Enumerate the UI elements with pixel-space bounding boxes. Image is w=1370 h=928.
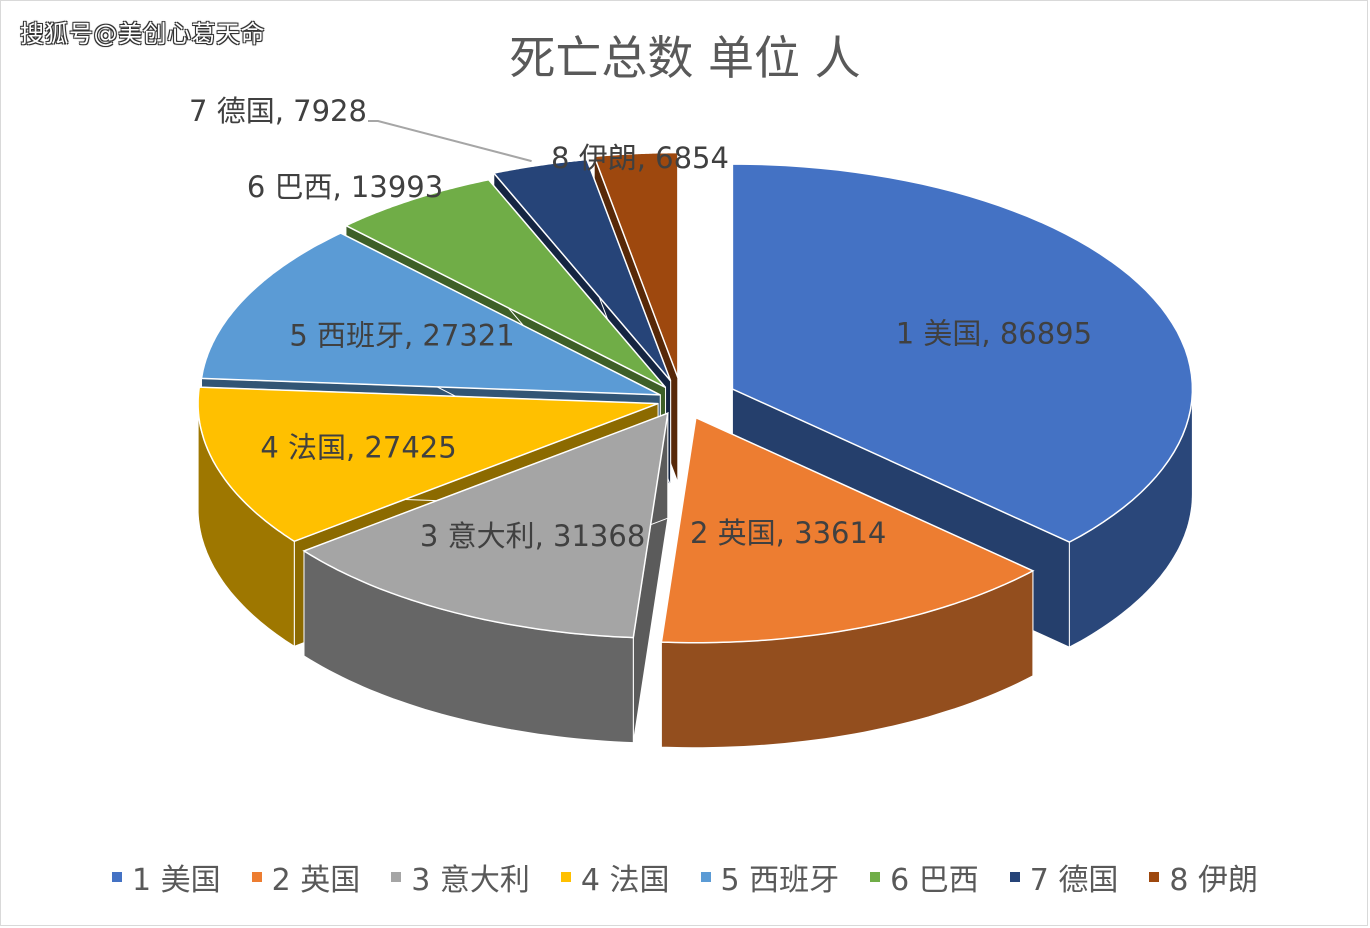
- pie-slice-top: [302, 412, 669, 639]
- legend-label: 6 巴西: [890, 863, 979, 898]
- legend-swatch: [251, 872, 262, 882]
- legend-item: 8 伊朗: [1149, 855, 1258, 899]
- legend-item: 3 意大利: [391, 855, 530, 899]
- pie-slice-top: [593, 151, 679, 378]
- legend-swatch: [112, 872, 122, 882]
- leader-line: [368, 120, 532, 163]
- data-label: 5 西班牙, 27321: [289, 319, 514, 353]
- data-label: 8 伊朗, 6854: [551, 141, 729, 175]
- legend-swatch: [870, 872, 881, 882]
- legend-item: 2 英国: [251, 855, 361, 899]
- pie-slice-top: [200, 232, 661, 396]
- legend-swatch: [391, 872, 402, 882]
- data-label: 4 法国, 27425: [260, 431, 456, 465]
- data-label: 7 德国, 7928: [189, 94, 367, 128]
- chart-title: 死亡总数 单位 人: [509, 31, 860, 85]
- watermark: 搜狐号@美创心葛天命: [20, 20, 265, 48]
- legend-label: 2 英国: [271, 863, 361, 898]
- data-label: 3 意大利, 31368: [420, 519, 645, 553]
- legend-item: 5 西班牙: [700, 855, 840, 899]
- data-label: 2 英国, 33614: [690, 516, 886, 550]
- legend-item: 7 德国: [1009, 855, 1119, 899]
- legend-label: 4 法国: [580, 863, 670, 898]
- legend-swatch: [700, 872, 711, 882]
- pie-slice-top: [197, 386, 659, 543]
- legend-item: 4 法国: [560, 855, 670, 899]
- pie-slice-top: [731, 163, 1194, 543]
- legend-label: 7 德国: [1029, 863, 1119, 898]
- pie-slice: [660, 416, 1035, 749]
- legend-label: 5 西班牙: [720, 863, 840, 898]
- pie-slice-top: [660, 416, 1035, 644]
- chart-legend: 1 美国 2 英国 3 意大利 4 法国 5 西班牙 6 巴西 7 德国 8 伊朗: [0, 855, 1370, 899]
- legend-swatch: [560, 872, 571, 882]
- pie-slice-top: [344, 178, 667, 389]
- legend-item: 6 巴西: [870, 855, 979, 899]
- legend-label: 3 意大利: [411, 863, 530, 898]
- data-label: 1 美国, 86895: [896, 316, 1092, 350]
- legend-swatch: [1009, 872, 1020, 882]
- pie-slice-top: [492, 158, 672, 382]
- legend-swatch: [1149, 872, 1160, 882]
- legend-label: 8 伊朗: [1169, 863, 1258, 898]
- pie-slice: [302, 412, 669, 744]
- legend-label: 1 美国: [132, 863, 221, 898]
- data-label: 6 巴西, 13993: [247, 170, 443, 204]
- legend-item: 1 美国: [112, 855, 221, 899]
